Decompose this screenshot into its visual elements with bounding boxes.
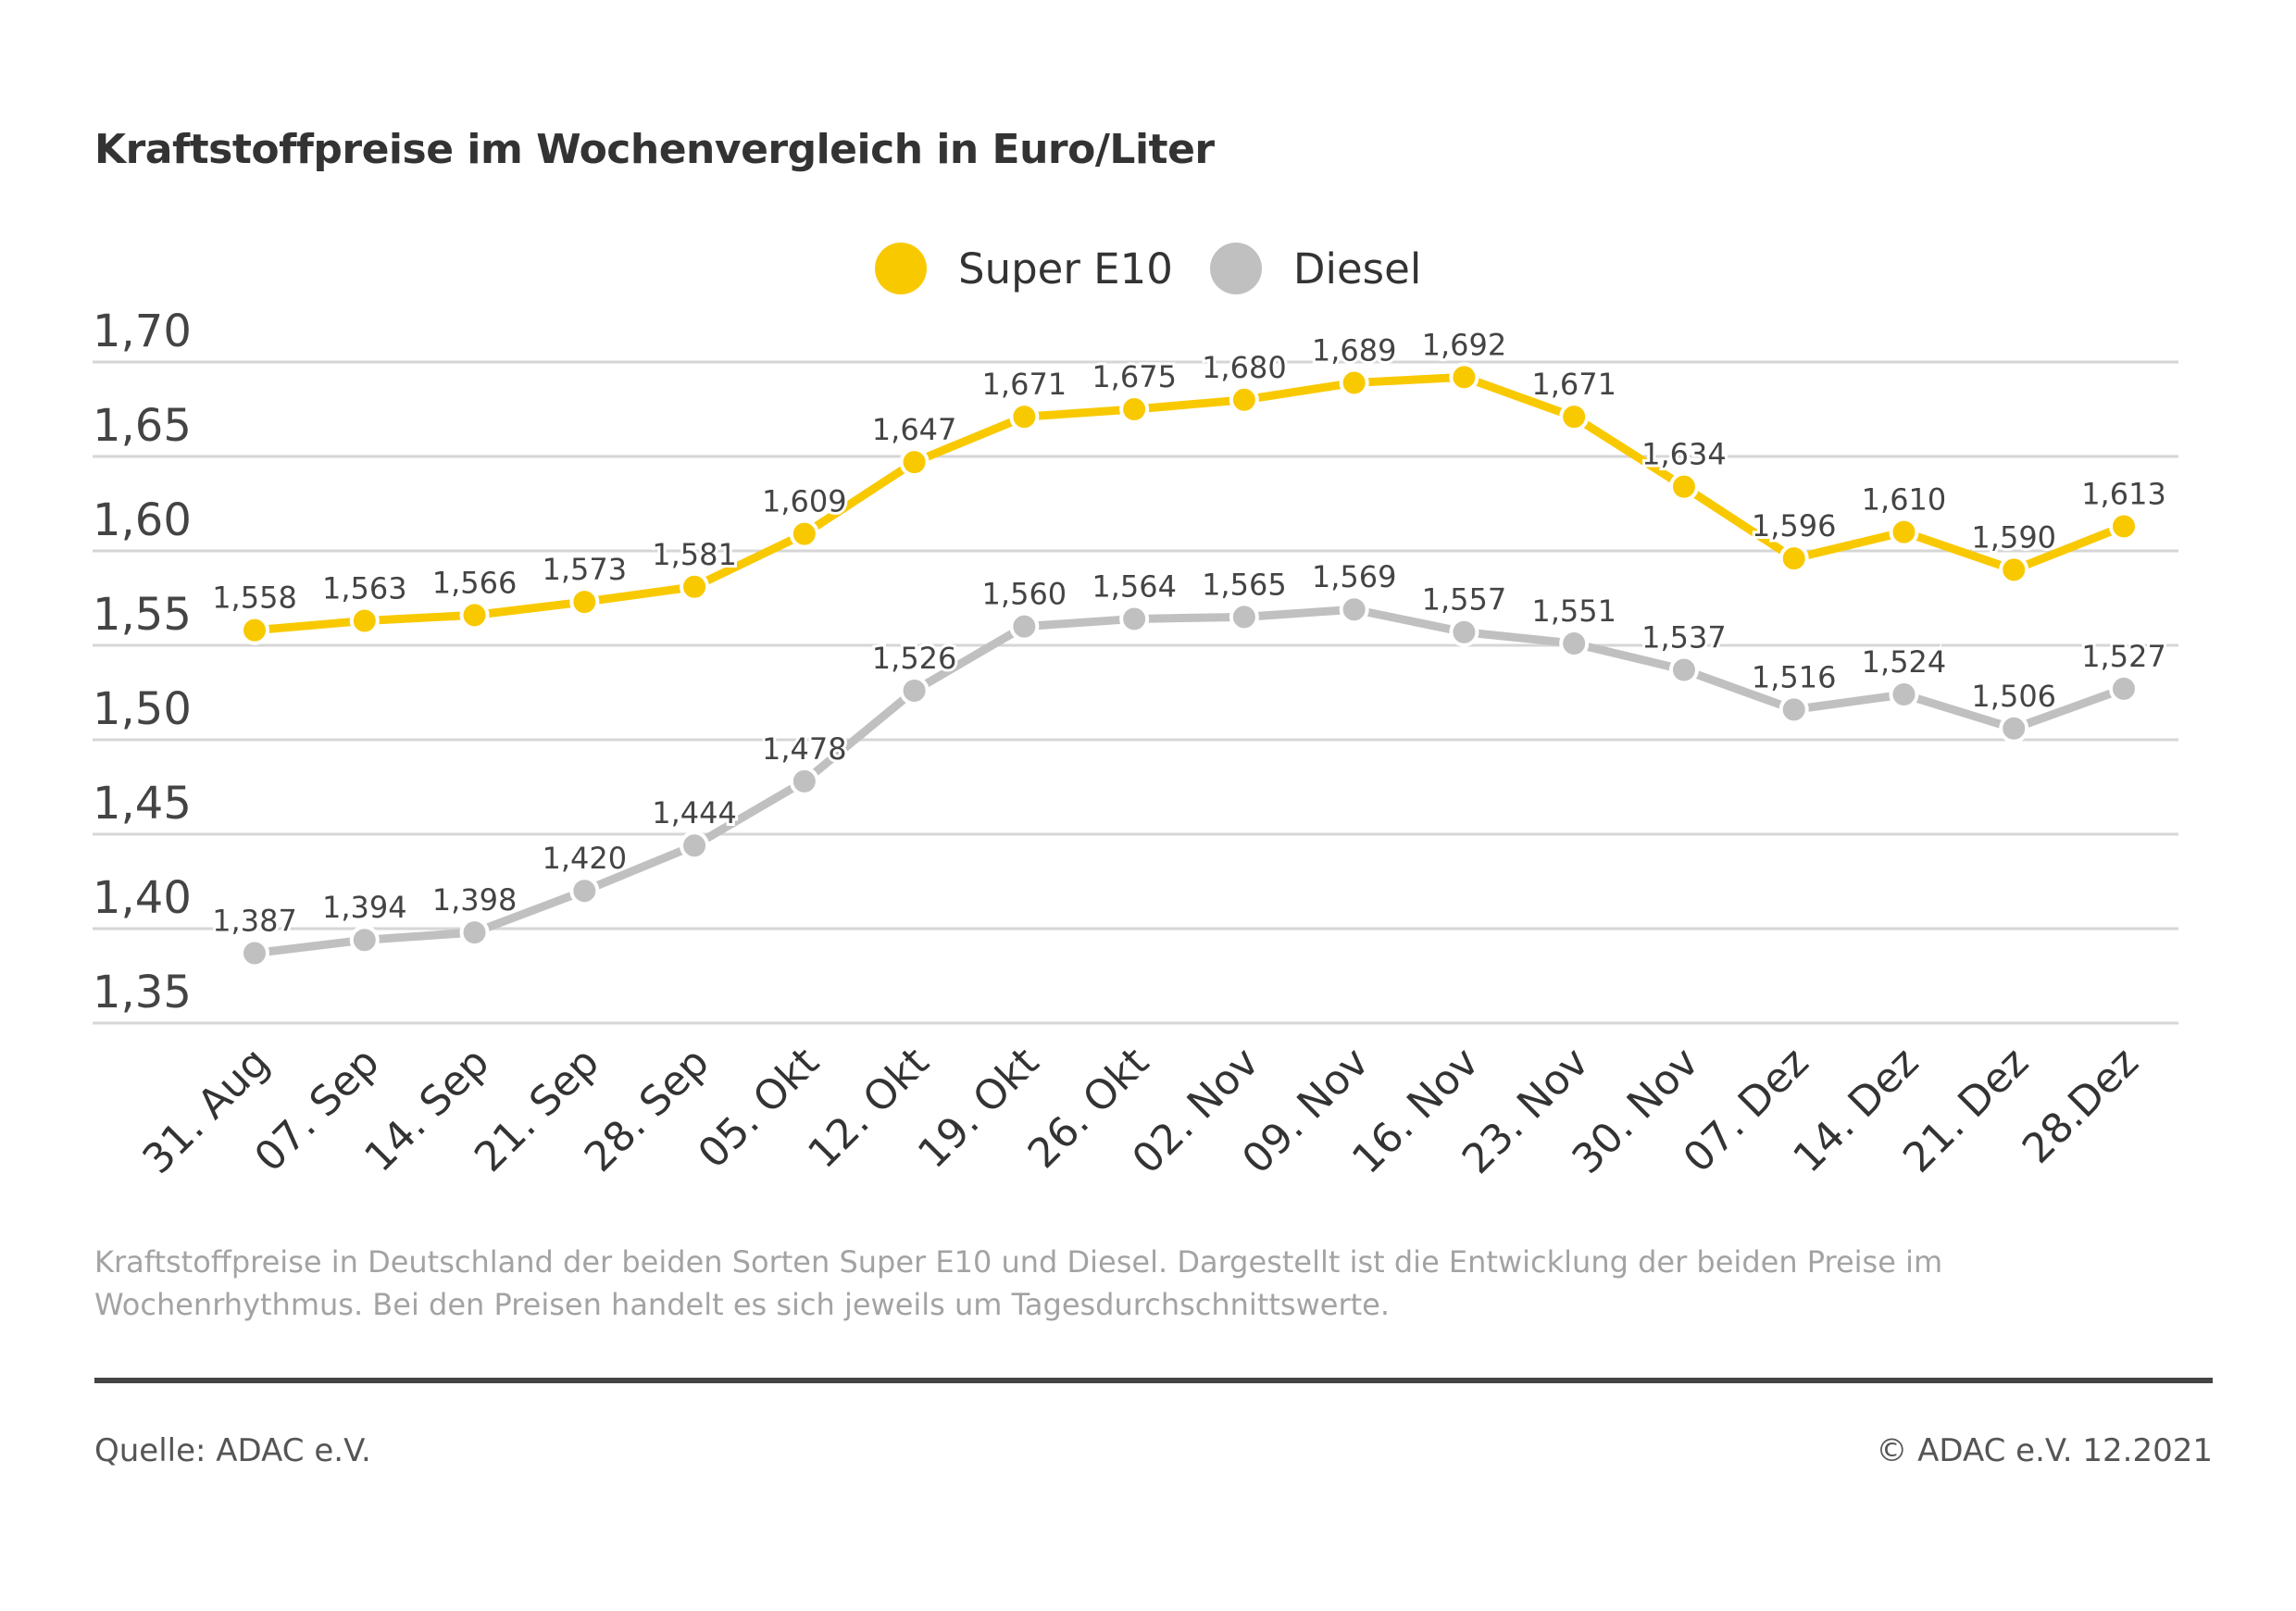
data-label: 1,634: [1641, 437, 1727, 472]
series-line-super-e10: [254, 372, 2126, 635]
data-label: 1,398: [432, 882, 518, 918]
data-label: 1,569: [1312, 559, 1397, 594]
y-tick-label: 1,60: [93, 494, 192, 546]
y-tick-label: 1,45: [93, 778, 192, 830]
data-label: 1,551: [1531, 593, 1616, 629]
data-point: [1889, 517, 1919, 547]
data-point: [1449, 362, 1479, 393]
data-label: 1,563: [322, 570, 407, 606]
data-point: [2109, 673, 2139, 704]
data-label: 1,647: [872, 412, 957, 447]
data-point: [1449, 617, 1479, 647]
divider: [94, 1378, 2213, 1383]
data-point: [569, 876, 600, 906]
data-point: [789, 518, 819, 549]
data-point: [1889, 680, 1919, 710]
data-point: [349, 925, 380, 955]
y-tick-label: 1,50: [93, 683, 192, 735]
data-label: 1,394: [322, 890, 407, 925]
x-tick-label: 28. Sep: [576, 1039, 718, 1181]
legend-label-super-e10: Super E10: [958, 244, 1173, 293]
data-point: [349, 606, 380, 636]
source-text: Quelle: ADAC e.V.: [94, 1432, 371, 1469]
data-point: [240, 615, 269, 645]
y-tick-label: 1,55: [93, 589, 192, 641]
data-point: [1119, 604, 1150, 634]
data-label: 1,573: [542, 552, 627, 587]
data-label: 1,609: [762, 484, 847, 519]
data-point: [569, 587, 600, 618]
data-label: 1,565: [1202, 567, 1287, 602]
data-label: 1,558: [212, 581, 297, 616]
legend: Super E10 Diesel: [875, 243, 1458, 294]
copyright-text: © ADAC e.V. 12.2021: [1876, 1432, 2213, 1469]
data-point: [459, 600, 490, 631]
y-tick-label: 1,65: [93, 400, 192, 452]
chart-title: Kraftstoffpreise im Wochenvergleich in E…: [94, 126, 1215, 173]
data-label: 1,537: [1641, 620, 1727, 656]
data-label: 1,581: [652, 537, 737, 572]
data-label: 1,675: [1092, 359, 1177, 394]
legend-swatch-super-e10: [875, 243, 927, 294]
data-label: 1,444: [652, 795, 737, 830]
data-label: 1,671: [982, 367, 1067, 402]
data-label: 1,610: [1862, 482, 1947, 518]
data-label: 1,671: [1531, 367, 1616, 402]
data-label: 1,692: [1422, 327, 1507, 362]
data-point: [1009, 611, 1040, 642]
data-label: 1,560: [982, 577, 1067, 612]
data-label: 1,689: [1312, 332, 1397, 368]
data-label: 1,566: [432, 565, 518, 600]
x-tick-label: 12. Okt: [799, 1039, 938, 1178]
data-point: [1778, 694, 1809, 725]
data-point: [1339, 368, 1369, 398]
data-point: [1999, 555, 2029, 585]
line-chart: 1,70 1,65 1,60 1,55 1,50 1,45 1,40 1,35 31. Aug 0…: [93, 306, 2178, 1183]
data-label: 1,516: [1752, 659, 1837, 694]
data-point: [1999, 713, 2029, 743]
data-label: 1,680: [1202, 350, 1287, 385]
data-label: 1,420: [542, 841, 627, 876]
data-point: [789, 766, 819, 796]
data-point: [1559, 628, 1590, 658]
chart-note: Kraftstoffpreise in Deutschland der beid…: [94, 1244, 1943, 1322]
y-tick-label: 1,70: [93, 306, 192, 357]
x-tick-label: 19. Okt: [909, 1039, 1048, 1178]
data-point: [899, 675, 930, 706]
data-point: [899, 447, 930, 478]
data-label: 1,524: [1862, 644, 1947, 680]
data-point: [1119, 394, 1150, 424]
data-point: [2109, 511, 2139, 542]
y-tick-label: 1,40: [93, 872, 192, 924]
data-point: [459, 918, 490, 948]
data-label: 1,527: [2081, 639, 2166, 674]
x-tick-label: 31. Aug: [134, 1039, 279, 1183]
data-point: [1668, 655, 1699, 685]
data-label: 1,478: [762, 731, 847, 767]
data-label: 1,613: [2081, 476, 2166, 511]
data-point: [240, 938, 269, 968]
x-tick-label: 05. Okt: [689, 1039, 828, 1178]
data-point: [1229, 384, 1259, 415]
data-point: [1339, 594, 1369, 625]
data-point: [1559, 402, 1590, 432]
data-point: [1668, 471, 1699, 502]
data-label: 1,526: [872, 641, 957, 676]
data-label: 1,557: [1422, 582, 1507, 618]
legend-swatch-diesel: [1209, 243, 1262, 294]
data-point: [1009, 402, 1040, 432]
data-label: 1,596: [1752, 508, 1837, 543]
x-tick-label: 28.Dez: [2014, 1039, 2148, 1173]
data-point: [1778, 543, 1809, 574]
data-label: 1,590: [1971, 519, 2056, 555]
series-line-diesel: [254, 605, 2126, 957]
data-label: 1,564: [1092, 568, 1177, 604]
data-point: [1229, 602, 1259, 632]
data-label: 1,387: [212, 904, 297, 939]
data-point: [680, 571, 710, 602]
y-tick-label: 1,35: [93, 967, 192, 1018]
data-point: [680, 830, 710, 861]
legend-label-diesel: Diesel: [1292, 244, 1422, 293]
data-label: 1,506: [1971, 679, 2056, 714]
